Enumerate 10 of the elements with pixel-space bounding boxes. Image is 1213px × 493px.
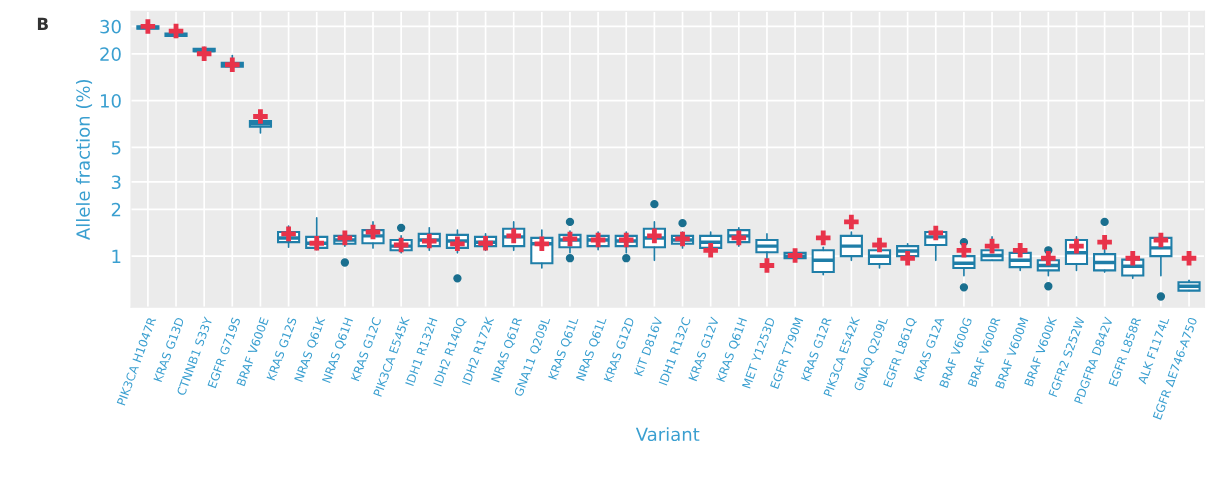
y-tick-label: 3 — [111, 175, 121, 190]
y-tick-label: 1 — [112, 249, 121, 263]
y-axis-title: Allele fraction (%) — [75, 79, 93, 240]
y-tick-label: 2 — [111, 202, 121, 217]
y-tick-label: 30 — [100, 19, 121, 34]
x-axis-title: Variant — [635, 427, 700, 442]
y-tick-label: 5 — [111, 141, 121, 155]
y-tick-label: 10 — [100, 94, 121, 108]
text: B — [37, 17, 48, 30]
y-tick-label: 20 — [100, 47, 121, 61]
